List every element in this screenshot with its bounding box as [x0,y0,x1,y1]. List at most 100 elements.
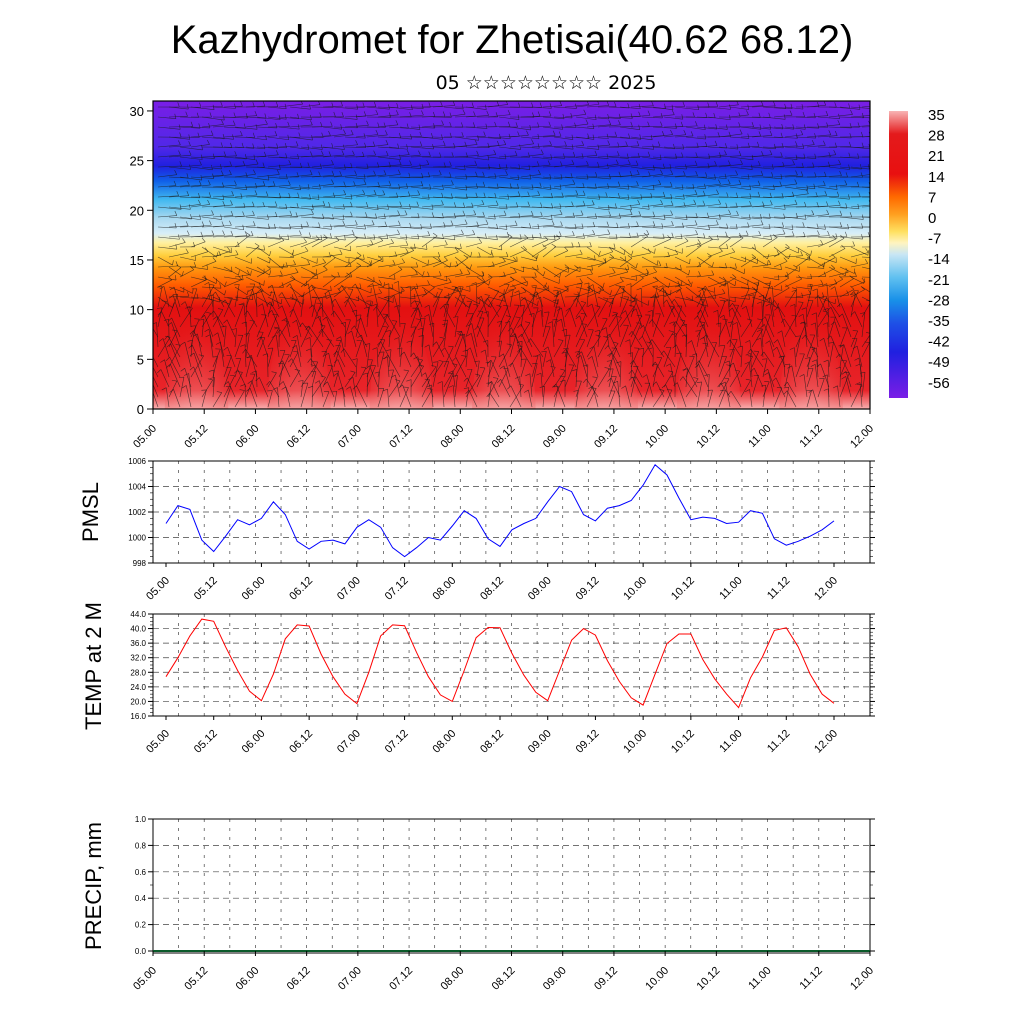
wind-barb [575,196,600,200]
wind-barb [592,386,599,408]
wind-barb-flag [188,141,191,146]
wind-barb-flag [811,347,817,351]
wind-barb [559,290,566,308]
wind-barb-flag [685,164,687,170]
wind-barb-flag [693,315,698,320]
wind-barb-flag [522,245,527,250]
wind-barb-flag [405,248,409,253]
wind-barb-flag [229,374,235,377]
wind-barb [729,256,746,263]
wind-barb-flag [451,152,454,158]
wind-barb [201,261,217,268]
wind-barb-flag [275,211,278,217]
wind-barb-flag [657,141,661,147]
wind-barb [153,375,159,388]
wind-barb-flag [292,249,294,255]
wind-barb [641,116,663,119]
wind-barb [322,216,345,221]
x-tick-label: 12.00 [848,965,876,993]
x-tick-label: 11.12 [798,423,825,450]
wind-barb [300,327,311,348]
wind-barb [509,249,527,258]
wind-barb-flag [660,169,663,175]
wind-barb-flag [497,140,500,146]
wind-barb [355,358,358,378]
wind-barb-flag [204,247,209,252]
wind-barb [498,176,519,180]
wind-barb [223,297,233,318]
y-tick-label: 25 [130,154,144,169]
wind-barb-flag [430,284,435,288]
wind-barb-flag [385,139,389,145]
wind-barb [795,156,816,159]
wind-barb-flag [572,297,577,302]
wind-barb-flag [201,221,205,227]
wind-barb-flag [274,131,278,136]
wind-barb-flag [186,291,190,297]
wind-barb [179,126,201,129]
wind-barb [773,235,795,238]
wind-barb [509,291,527,298]
wind-barb-flag [613,243,616,249]
wind-barb [564,282,583,288]
wind-barb [161,311,170,328]
wind-barb-flag [500,244,503,250]
wind-barb [252,288,258,308]
wind-barb-flag [824,171,827,177]
wind-barb [806,347,816,368]
wind-barb-flag [713,112,716,118]
wind-barb [850,174,870,178]
wind-barb-flag [834,130,838,136]
wind-barb-flag [814,295,819,300]
wind-barb-flag [636,287,642,291]
wind-barb [208,282,214,308]
wind-barb-flag [507,327,512,332]
wind-barb [665,384,676,408]
wind-barb [740,126,762,130]
wind-barb [685,334,688,358]
wind-barb [729,106,749,110]
wind-barb-flag [340,322,346,325]
wind-barb [861,266,870,270]
wind-barb-flag [728,321,734,323]
wind-barb-flag [453,316,459,318]
wind-barb [575,103,600,108]
wind-barb-flag [421,110,424,116]
wind-barb [861,236,870,238]
wind-barb-flag [560,221,563,227]
wind-barb-flag [827,230,830,236]
wind-barb [707,106,731,110]
wind-barb-flag [729,302,733,308]
wind-barb-flag [561,351,567,354]
wind-barb-flag [785,284,790,289]
wind-barb-flag [270,291,272,297]
wind-barb [245,246,265,251]
wind-barb-flag [364,343,370,345]
wind-barb [468,390,478,408]
wind-barb [674,320,686,338]
wind-barb [164,359,170,378]
wind-barb [234,186,257,189]
wind-barb-flag [658,179,662,185]
wind-barb-flag [783,204,786,210]
wind-barb-flag [477,135,479,141]
wind-barb-flag [323,266,328,271]
wind-barb-flag [278,362,284,365]
wind-barb [586,166,609,169]
wind-barb-flag [472,122,476,128]
wind-barb-flag [609,247,614,252]
wind-barb-flag [658,285,664,288]
wind-barb-flag [728,160,731,166]
wind-barb [718,226,738,230]
wind-barb-flag [587,133,590,139]
x-tick-label: 08.12 [478,728,506,756]
wind-barb-flag [759,124,762,130]
x-tick-label: 06.00 [234,965,262,993]
wind-barb [778,307,786,328]
wind-barb-flag [221,299,226,304]
wind-barb [190,106,215,111]
x-tick-label: 10.00 [621,575,649,603]
wind-barb-flag [189,366,194,371]
wind-barb [520,256,537,262]
wind-barb-flag [331,160,334,165]
